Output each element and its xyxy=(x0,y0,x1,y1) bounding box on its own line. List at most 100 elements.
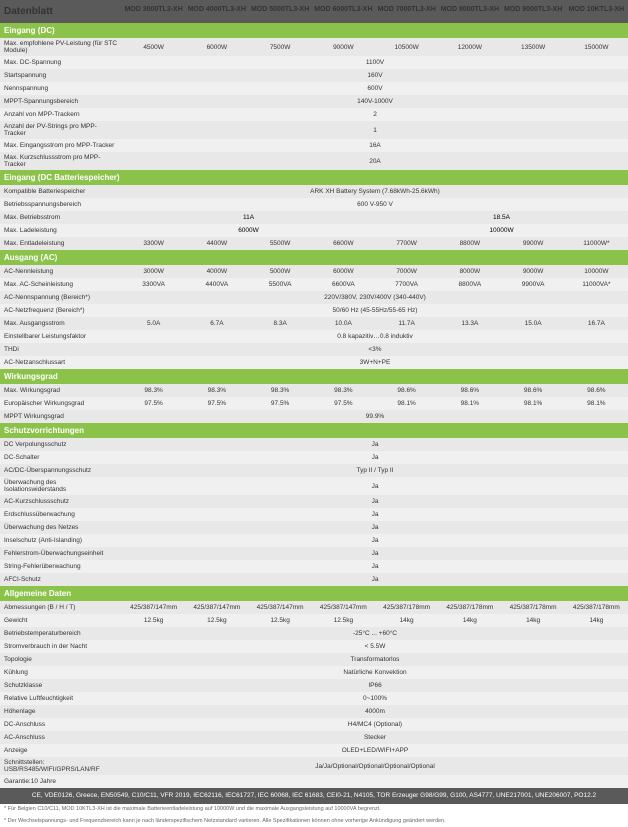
row-label: Relative Luftfeuchtigkeit xyxy=(0,693,122,704)
row-label: Max. Entladeleistung xyxy=(0,238,122,249)
row-value: 98.6% xyxy=(502,385,565,396)
data-row: ErdschlussüberwachungJa xyxy=(0,508,628,521)
row-value: 8800VA xyxy=(438,279,501,290)
row-value: 425/387/178mm xyxy=(565,602,628,613)
data-row: Max. Eingangsstrom pro MPP-Tracker16A xyxy=(0,139,628,152)
row-value: 3000W xyxy=(122,266,185,277)
data-row: AC/DC-ÜberspannungsschutzTyp II / Typ II xyxy=(0,464,628,477)
row-span-value: 220V/380V, 230V/400V (340-440V) xyxy=(122,292,628,303)
footnote-0: * Für Belgien C10/C11, MOD 10KTL3-XH ist… xyxy=(0,804,628,815)
row-half-value: 10000W xyxy=(375,225,628,236)
row-label: Höhenlage xyxy=(0,706,122,717)
model-5: MOD 8000TL3-XH xyxy=(438,0,501,23)
row-label: Erdschlussüberwachung xyxy=(0,509,122,520)
row-label: Anzeige xyxy=(0,745,122,756)
section-header: Wirkungsgrad xyxy=(0,369,628,384)
row-value: 12000W xyxy=(438,42,501,53)
row-value: 7000W xyxy=(375,266,438,277)
row-span-value: 0~100% xyxy=(122,693,628,704)
row-value: 425/387/147mm xyxy=(122,602,185,613)
row-span-value: 4000m xyxy=(122,706,628,717)
data-row: AC-Netzfrequenz (Bereich*)50/60 Hz (45-5… xyxy=(0,304,628,317)
row-value: 8000W xyxy=(438,266,501,277)
row-span-value: Natürliche Konvektion xyxy=(122,667,628,678)
row-value: 98.6% xyxy=(375,385,438,396)
data-row: Relative Luftfeuchtigkeit0~100% xyxy=(0,692,628,705)
data-row: Höhenlage4000m xyxy=(0,705,628,718)
row-value: 4400W xyxy=(185,238,248,249)
section-header: Schutzvorrichtungen xyxy=(0,423,628,438)
row-value: 98.3% xyxy=(122,385,185,396)
row-span-value: Ja xyxy=(122,548,628,559)
row-label: Betriebsspannungsbereich xyxy=(0,199,122,210)
row-value: 11000VA* xyxy=(565,279,628,290)
data-row: String-FehlerüberwachungJa xyxy=(0,560,628,573)
row-value: 12.5kg xyxy=(312,615,375,626)
row-value: 4000W xyxy=(185,266,248,277)
row-span-value: 1 xyxy=(122,125,628,136)
model-0: MOD 3000TL3-XH xyxy=(122,0,185,23)
row-half-value: 18.5A xyxy=(375,212,628,223)
row-value: 12.5kg xyxy=(185,615,248,626)
data-row: Max. Entladeleistung3300W4400W5500W6600W… xyxy=(0,237,628,250)
row-label: Gewicht xyxy=(0,615,122,626)
row-label: Anzahl der PV-Strings pro MPP-Tracker xyxy=(0,121,122,139)
row-value: 8.3A xyxy=(249,318,312,329)
footnote-1: * Der Wechselspannungs- und Frequenzbere… xyxy=(0,816,628,827)
row-span-value: 99.9% xyxy=(122,411,628,422)
data-row: Max. Kurzschlussstrom pro MPP-Tracker20A xyxy=(0,152,628,170)
row-label: Max. empfohlene PV-Leistung (für STC Mod… xyxy=(0,38,122,56)
row-value: 9900W xyxy=(502,238,565,249)
row-value: 3300VA xyxy=(122,279,185,290)
row-value: 98.3% xyxy=(249,385,312,396)
data-row: Überwachung des NetzesJa xyxy=(0,521,628,534)
row-value: 11.7A xyxy=(375,318,438,329)
data-row: Einstellbarer Leistungsfaktor0.8 kapazit… xyxy=(0,330,628,343)
data-row: KühlungNatürliche Konvektion xyxy=(0,666,628,679)
model-2: MOD 5000TL3-XH xyxy=(249,0,312,23)
row-span-value: Ja xyxy=(122,481,628,492)
row-value: 5500W xyxy=(249,238,312,249)
data-row: Fehlerstrom-ÜberwachungseinheitJa xyxy=(0,547,628,560)
row-value: 9000W xyxy=(502,266,565,277)
row-value: 3300W xyxy=(122,238,185,249)
row-label: Max. Kurzschlussstrom pro MPP-Tracker xyxy=(0,152,122,170)
row-value: 98.1% xyxy=(438,398,501,409)
row-span-value: Typ II / Typ II xyxy=(122,465,628,476)
row-value: 97.5% xyxy=(312,398,375,409)
row-value: 7700W xyxy=(375,238,438,249)
row-value: 5500VA xyxy=(249,279,312,290)
row-span-value: Transformatorlos xyxy=(122,654,628,665)
row-value: 9000W xyxy=(312,42,375,53)
row-label: MPPT-Spannungsbereich xyxy=(0,96,122,107)
row-span-value: 0.8 kapazitiv…0.8 induktiv xyxy=(122,331,628,342)
row-span-value: Ja xyxy=(122,522,628,533)
row-span-value: IP66 xyxy=(122,680,628,691)
data-row: AC-AnschlussStecker xyxy=(0,731,628,744)
row-value: 12.5kg xyxy=(249,615,312,626)
model-7: MOD 10KTL3-XH xyxy=(565,0,628,23)
row-value: 97.5% xyxy=(122,398,185,409)
data-row: Max. Betriebsstrom11A18.5A xyxy=(0,211,628,224)
row-value: 425/387/178mm xyxy=(375,602,438,613)
section-header: Allgemeine Daten xyxy=(0,586,628,601)
data-row: Anzahl der PV-Strings pro MPP-Tracker1 xyxy=(0,121,628,139)
data-row: Anzahl von MPP-Trackern2 xyxy=(0,108,628,121)
row-value: 4500W xyxy=(122,42,185,53)
data-row: DC-AnschlussH4/MC4 (Optional) xyxy=(0,718,628,731)
data-row: Max. empfohlene PV-Leistung (für STC Mod… xyxy=(0,38,628,56)
row-label: AC-Netzanschlussart xyxy=(0,357,122,368)
row-label: Max. Ausgangsstrom xyxy=(0,318,122,329)
row-value: 14kg xyxy=(502,615,565,626)
data-row: Abmessungen (B / H / T)425/387/147mm425/… xyxy=(0,601,628,614)
data-row: AC-Netzanschlussart3W+N+PE xyxy=(0,356,628,369)
row-span-value: 50/60 Hz (45-55Hz/55-65 Hz) xyxy=(122,305,628,316)
row-value: 12.5kg xyxy=(122,615,185,626)
row-value: 4400VA xyxy=(185,279,248,290)
row-label: Kompatible Batteriespeicher xyxy=(0,186,122,197)
data-row: Schnittstellen: USB/RS485/WIFI/GPRS/LAN/… xyxy=(0,757,628,775)
row-value: 98.1% xyxy=(375,398,438,409)
row-value: 14kg xyxy=(438,615,501,626)
row-label: Überwachung des Netzes xyxy=(0,522,122,533)
data-row: Garantie:10 Jahre xyxy=(0,775,628,788)
